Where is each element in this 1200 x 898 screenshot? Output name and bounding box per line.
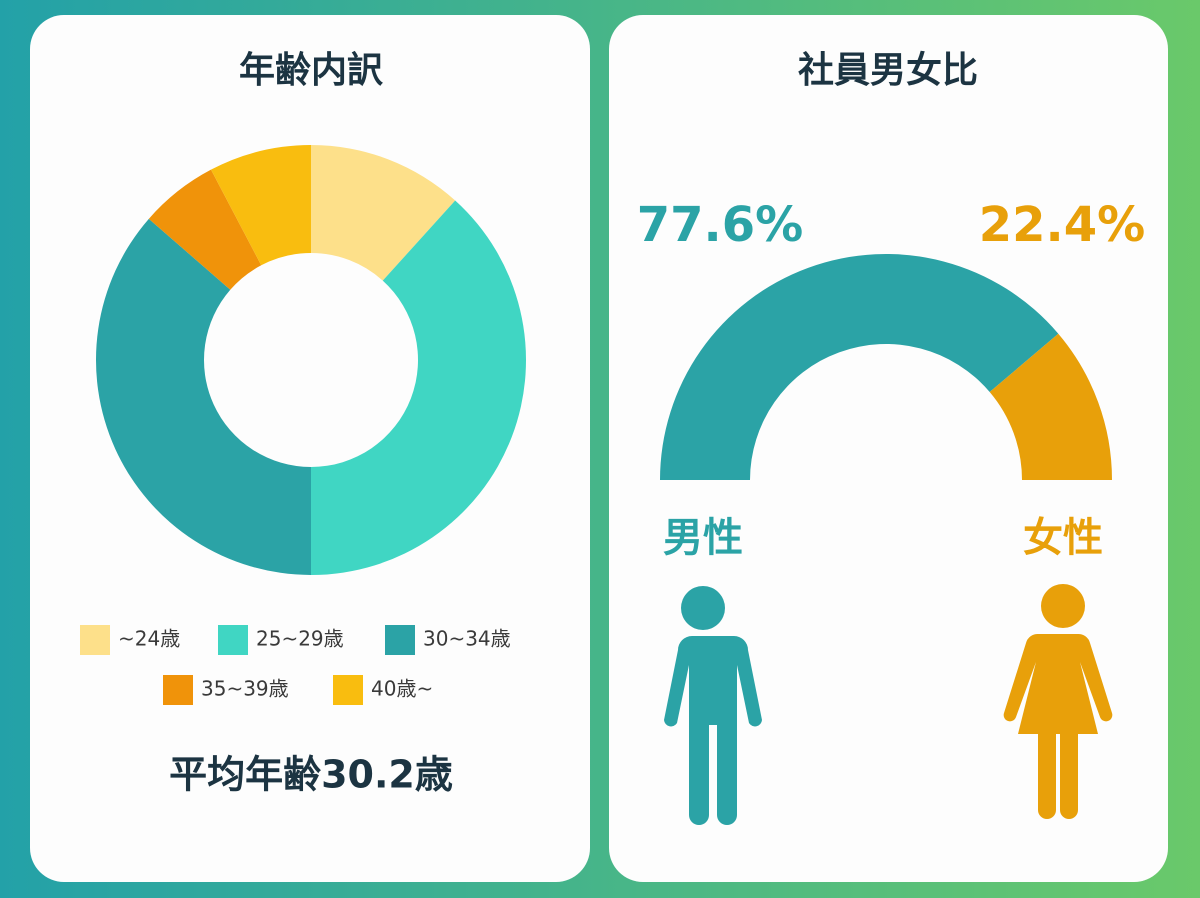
legend-label: 25~29歳 (256, 627, 344, 651)
legend-label: 40歳~ (371, 677, 433, 701)
value-label: 22.4% (979, 197, 1146, 253)
legend-swatch (80, 625, 110, 655)
male-icon (664, 586, 762, 825)
legend-swatch (163, 675, 193, 705)
legend-swatch (333, 675, 363, 705)
category-label: 女性 (1023, 515, 1103, 561)
half-donut-slice (660, 253, 1059, 480)
category-label: 男性 (663, 515, 743, 561)
chart-title: 社員男女比 (798, 50, 978, 91)
legend-label: ~24歳 (118, 627, 180, 651)
half-donut-slice (989, 333, 1112, 480)
legend-label: 35~39歳 (201, 677, 289, 701)
annotation: 平均年齢30.2歳 (169, 753, 453, 797)
value-label: 77.6% (637, 197, 804, 253)
chart-title: 年齢内訳 (239, 50, 384, 91)
donut-slice (95, 218, 311, 576)
legend-swatch (218, 625, 248, 655)
legend-swatch (385, 625, 415, 655)
donut-slice (311, 145, 456, 281)
donut-slice (210, 145, 311, 266)
legend-label: 30~34歳 (423, 627, 511, 651)
donut-slice (148, 169, 262, 290)
female-icon (1003, 584, 1113, 819)
donut-slice (311, 200, 526, 575)
